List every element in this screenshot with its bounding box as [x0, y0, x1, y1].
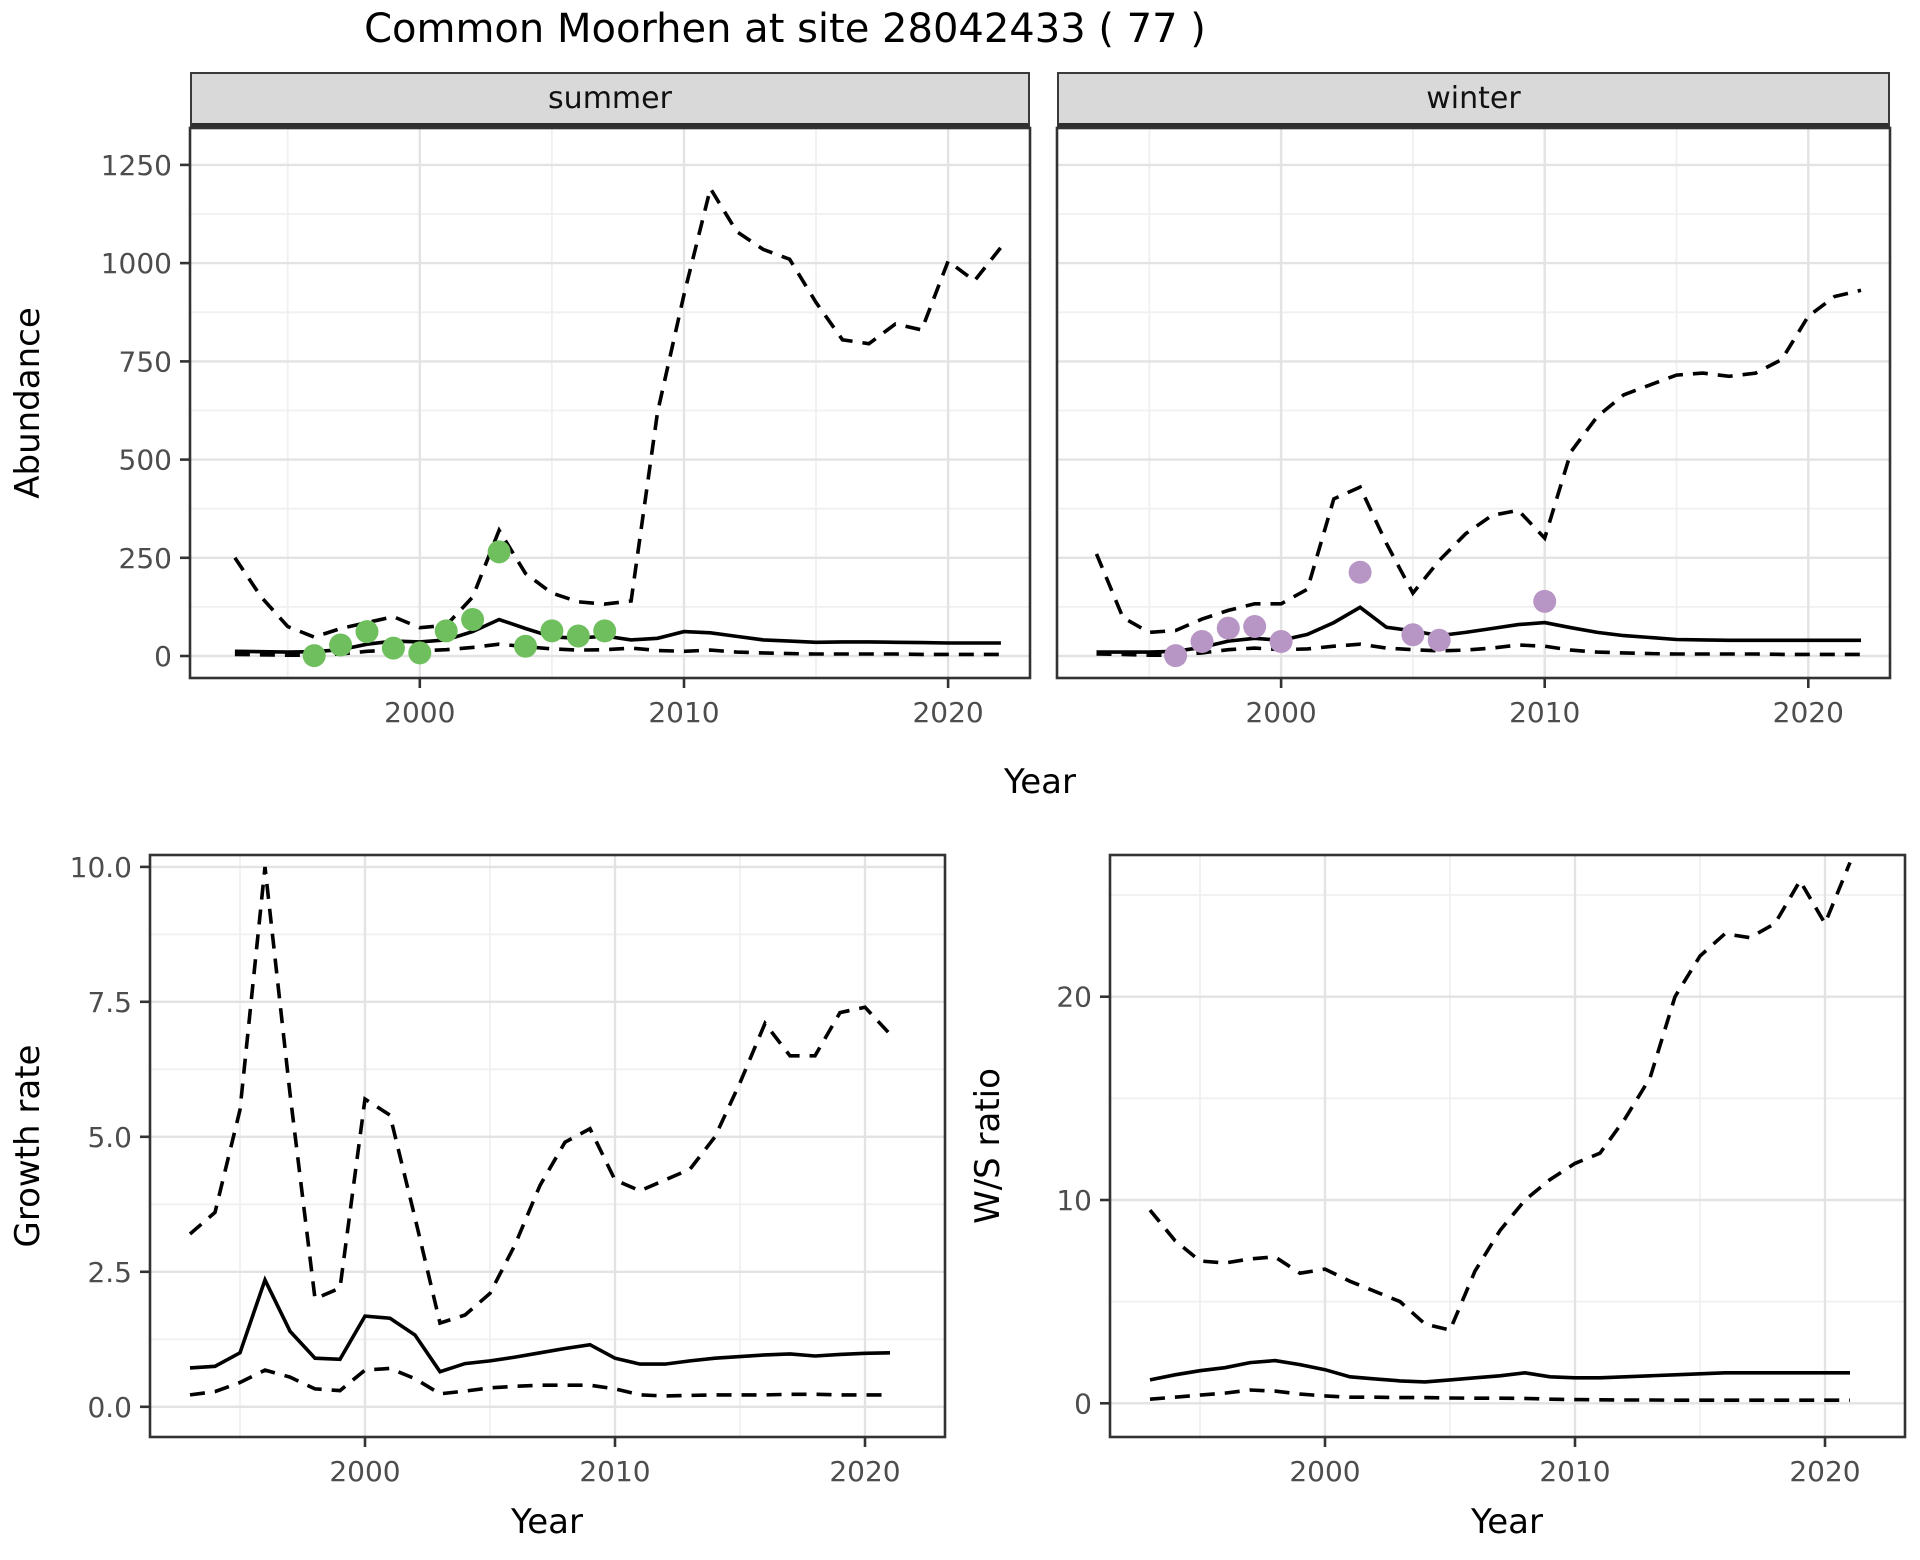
- growth-rate-panel: 2000 2010 2020 0.0 2.5 5.0 7.5 10.0: [70, 851, 947, 1488]
- panel-background: [1110, 855, 1905, 1437]
- upper_credible_interval-line: [1094, 288, 1862, 635]
- lower_credible_interval-line: [1096, 642, 1861, 657]
- observed_counts_summer: [487, 540, 511, 564]
- observed_counts_winter: [1216, 616, 1240, 640]
- observed_counts_summer: [514, 634, 537, 658]
- y-tick-label: 0: [154, 640, 172, 673]
- panel-background: [190, 128, 1030, 678]
- x-tick-label: 2010: [648, 696, 719, 729]
- lower_credible_interval-line: [1149, 1388, 1850, 1402]
- observed_counts_summer: [593, 619, 617, 643]
- y-tick-label: 1000: [101, 247, 172, 280]
- observed_counts_summer: [566, 624, 590, 648]
- panel-background: [1057, 128, 1890, 678]
- x-tick-label: 2020: [1773, 696, 1844, 729]
- lower_credible_interval-line: [189, 1366, 890, 1398]
- observed_counts_winter: [1401, 623, 1425, 647]
- ws-ratio-panel: 2000 2010 2020 0 10 20: [1056, 853, 1907, 1488]
- x-tick-label: 2020: [1789, 1455, 1860, 1488]
- observed_counts_summer: [461, 608, 485, 631]
- observed_counts_summer: [381, 636, 405, 660]
- observed_counts_summer: [408, 641, 432, 665]
- figure-title: Common Moorhen at site 28042433 ( 77 ): [364, 6, 1206, 52]
- y-tick-label: 750: [119, 345, 172, 378]
- observed_counts_summer: [329, 633, 353, 657]
- median_estimate-line: [234, 617, 1001, 654]
- upper_credible_interval-line: [188, 866, 892, 1326]
- facet-strip-summer: summer: [190, 72, 1030, 128]
- y-tick-label: 0: [1074, 1387, 1092, 1420]
- median_estimate-line: [1149, 1358, 1850, 1384]
- panel-border: [1055, 126, 1892, 680]
- observed_counts_summer: [355, 620, 379, 644]
- observed_counts_winter: [1533, 589, 1557, 613]
- growth-x-axis-title: Year: [511, 1502, 583, 1542]
- lower_credible_interval-line: [234, 642, 1001, 657]
- x-tick-label: 2020: [912, 696, 983, 729]
- facet-strip-winter-label: winter: [1426, 81, 1521, 116]
- panel-border: [1108, 853, 1907, 1439]
- y-tick-label: 0.0: [87, 1391, 132, 1424]
- y-tick-label: 7.5: [87, 986, 132, 1019]
- y-tick-label: 500: [119, 444, 172, 477]
- x-tick-label: 2020: [829, 1455, 900, 1488]
- observed_counts_winter: [1190, 630, 1214, 653]
- observed_counts_winter: [1243, 615, 1267, 638]
- y-tick-label: 20: [1056, 981, 1092, 1014]
- panel-border: [188, 126, 1032, 680]
- facet-strip-winter: winter: [1057, 72, 1890, 128]
- observed_counts_winter: [1269, 630, 1293, 653]
- x-tick-label: 2010: [1539, 1455, 1610, 1488]
- y-tick-label: 5.0: [87, 1121, 132, 1154]
- median_estimate-line: [1096, 605, 1861, 654]
- ws-ratio-y-axis-title: W/S ratio: [968, 1068, 1008, 1224]
- x-tick-label: 2000: [329, 1455, 400, 1488]
- upper_credible_interval-line: [1148, 861, 1852, 1333]
- abundance-y-axis-title: Abundance: [8, 307, 48, 499]
- y-tick-label: 10.0: [70, 851, 132, 884]
- observed_counts_summer: [540, 619, 564, 643]
- abundance-winter-panel: 2000 2010 2020: [1055, 126, 1892, 729]
- abundance-summer-panel: 2000 2010 2020 0 250 500 750 1000 1250: [101, 126, 1032, 729]
- observed_counts_summer: [302, 644, 326, 668]
- y-tick-label: 2.5: [87, 1256, 132, 1289]
- ws-x-axis-title: Year: [1471, 1502, 1543, 1542]
- y-tick-label: 250: [119, 542, 172, 575]
- x-tick-label: 2000: [384, 696, 455, 729]
- top-x-axis-title: Year: [1004, 762, 1076, 802]
- x-tick-label: 2000: [1289, 1455, 1360, 1488]
- upper_credible_interval-line: [233, 183, 1003, 640]
- y-tick-label: 10: [1056, 1184, 1092, 1217]
- panel-border: [148, 853, 947, 1439]
- y-tick-label: 1250: [101, 149, 172, 182]
- x-tick-label: 2010: [1509, 696, 1580, 729]
- observed_counts_summer: [434, 619, 458, 643]
- median_estimate-line: [189, 1275, 891, 1374]
- x-tick-label: 2000: [1245, 696, 1316, 729]
- observed_counts_winter: [1348, 560, 1372, 584]
- observed_counts_winter: [1164, 644, 1188, 668]
- observed_counts_winter: [1427, 628, 1451, 652]
- growth-rate-y-axis-title: Growth rate: [8, 1044, 48, 1248]
- facet-strip-summer-label: summer: [548, 81, 672, 116]
- x-tick-label: 2010: [579, 1455, 650, 1488]
